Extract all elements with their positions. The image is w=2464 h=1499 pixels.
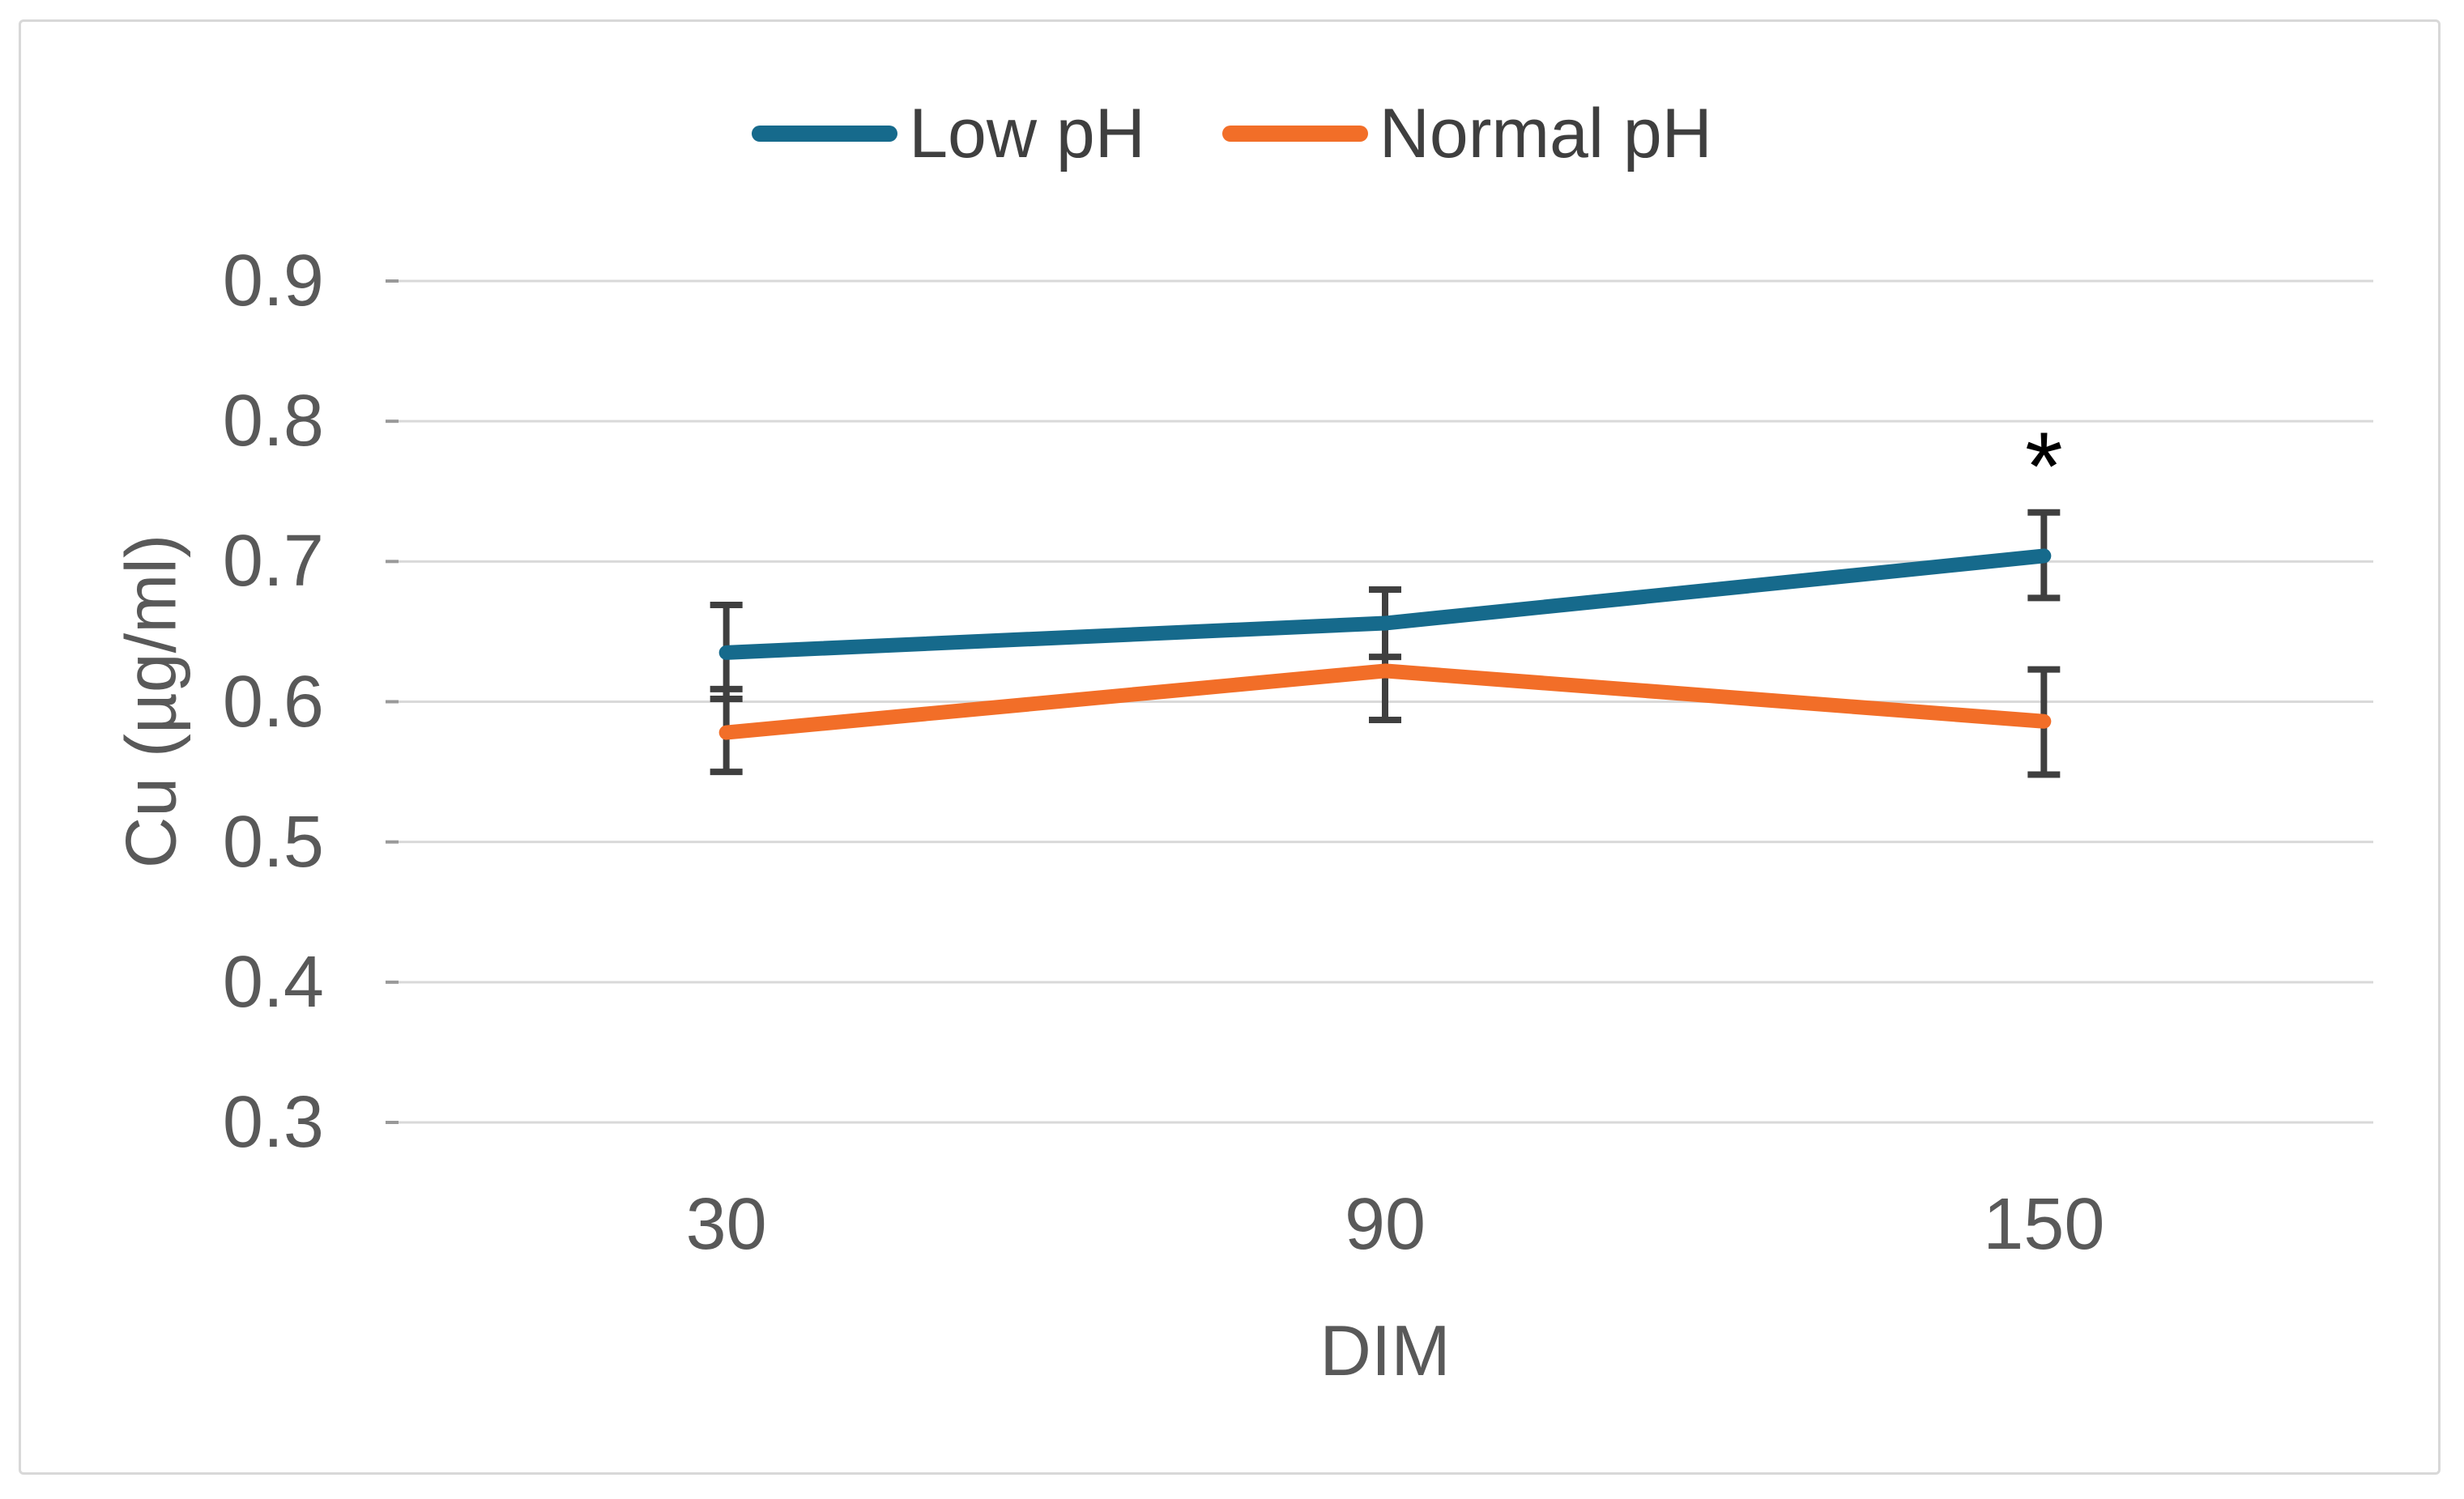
legend-label-normal-ph: Normal pH [1379, 94, 1712, 172]
x-axis-tick-label: 30 [685, 1184, 767, 1265]
legend-item-normal-ph: Normal pH [1221, 94, 1712, 174]
significance-asterisk: * [2025, 412, 2063, 521]
legend: Low pH Normal pH [0, 81, 2464, 186]
legend-label-low-ph: Low pH [909, 94, 1145, 172]
y-axis-tick-label: 0.3 [222, 1082, 324, 1163]
series-line-low-ph [718, 548, 2052, 660]
x-axis-tick-labels: 30 90 150 [397, 1188, 2373, 1269]
x-axis-title: DIM [1319, 1310, 1451, 1390]
x-axis-tick-label: 90 [1344, 1184, 1426, 1265]
y-axis-tick-labels: 0.9 0.8 0.7 0.6 0.5 0.4 0.3 [81, 245, 324, 1159]
y-axis-tick-label: 0.6 [222, 661, 324, 743]
x-axis-tick-label: 150 [1983, 1184, 2105, 1265]
plot-area: * [386, 279, 2373, 1124]
y-axis-tick-label: 0.4 [222, 941, 324, 1023]
legend-line-swatch-normal-ph [1221, 126, 1368, 142]
y-axis-tick-label: 0.8 [222, 381, 324, 462]
legend-item-low-ph: Low pH [752, 94, 1145, 174]
y-axis-tick-label: 0.5 [222, 801, 324, 883]
y-axis-tick-label: 0.7 [222, 521, 324, 603]
chart-outer-border [19, 19, 2441, 1475]
series-line-normal-ph [718, 663, 2052, 740]
chart-canvas: * [386, 279, 2373, 1124]
y-axis-tick-label: 0.9 [222, 241, 324, 322]
legend-line-swatch-low-ph [752, 126, 898, 142]
